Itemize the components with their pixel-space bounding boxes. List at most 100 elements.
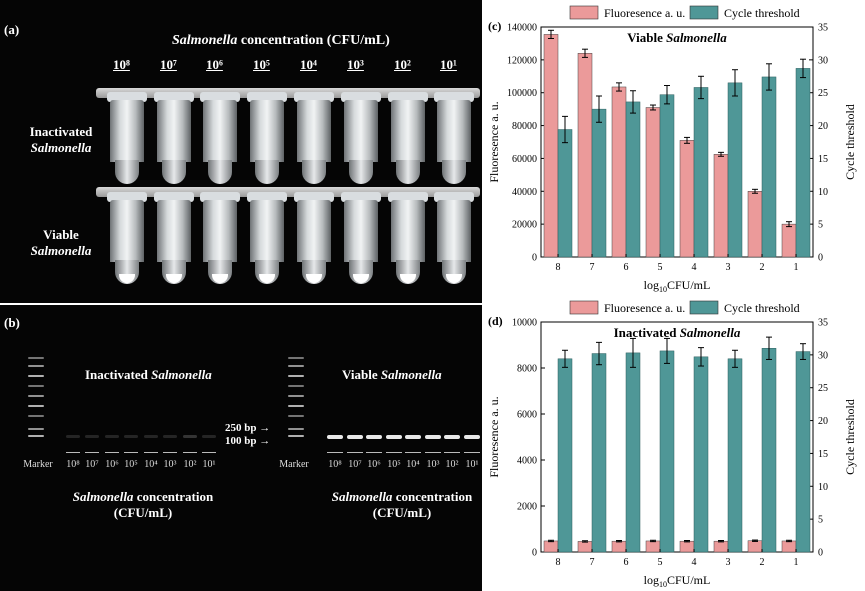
y-tick-label: 60000 — [512, 154, 537, 165]
y2-tick-label: 35 — [818, 23, 828, 34]
gel-left-title-2: Salmonella — [151, 367, 212, 382]
lane-label: 10⁵ — [124, 459, 138, 470]
bar-ct — [659, 94, 675, 258]
lane-label: 10¹ — [202, 459, 216, 470]
x-tick-label: 3 — [726, 557, 731, 568]
gel-left-caption: Salmonella concentration (CFU/mL) — [63, 489, 223, 521]
tube-rim — [341, 192, 381, 202]
bar-fluorescence — [713, 154, 729, 258]
tube — [341, 92, 381, 187]
ladder-band — [288, 435, 304, 437]
bar-ct — [591, 108, 607, 258]
legend-label-fluorescence: Fluoresence a. u. — [604, 6, 685, 20]
tube-body — [203, 100, 237, 162]
tube-rim — [107, 192, 147, 202]
lane-tick — [163, 452, 177, 453]
legend-label-ct: Cycle threshold — [724, 6, 800, 20]
tube-rim — [247, 92, 287, 102]
gel-band — [366, 435, 382, 439]
bp-250-label: 250 bp → — [225, 422, 270, 434]
tube-body — [157, 200, 191, 262]
y2-tick-label: 20 — [818, 416, 828, 427]
x-axis-label-subscript: 10 — [659, 285, 667, 294]
bar-fluorescence — [543, 540, 559, 553]
tube-body — [250, 100, 284, 162]
x-tick-label: 4 — [692, 262, 697, 273]
tube-body — [344, 100, 378, 162]
x-axis-label: log10CFU/mL — [644, 573, 711, 589]
x-tick-label: 2 — [760, 262, 765, 273]
lane-tick — [366, 452, 382, 453]
x-tick-label: 5 — [658, 262, 663, 273]
panel-label-b: (b) — [4, 315, 20, 330]
tube-pellet — [446, 274, 462, 283]
y-axis-label: Fluoresence a. u. — [487, 396, 501, 477]
gel-right-title-2: Salmonella — [380, 367, 442, 382]
lane-tick — [66, 452, 80, 453]
tube-rack-bottom — [96, 187, 480, 197]
y-tick-label: 20000 — [512, 220, 537, 231]
lane-tick — [124, 452, 138, 453]
bar-ct — [795, 68, 811, 258]
panel-a-tubes-photo: (a) Salmonella concentration (CFU/mL) 10… — [0, 0, 482, 303]
tube — [294, 92, 334, 187]
y-axis-label: Fluoresence a. u. — [487, 101, 501, 182]
gel-band-faint — [163, 435, 177, 438]
chart-title-italic: Salmonella — [680, 325, 741, 340]
tube — [107, 92, 147, 187]
tube — [247, 92, 287, 187]
y2-tick-label: 0 — [818, 253, 823, 264]
y2-tick-label: 10 — [818, 187, 828, 198]
bar-fluorescence — [747, 540, 763, 553]
x-tick-label: 8 — [556, 557, 561, 568]
legend-swatch-ct — [689, 300, 719, 315]
gel-right-caption: Salmonella concentration (CFU/mL) — [322, 489, 482, 521]
panel-label: (d) — [488, 314, 503, 328]
y2-tick-label: 30 — [818, 55, 828, 66]
chart-title-italic: Salmonella — [666, 30, 727, 45]
lane-label: 10² — [445, 459, 459, 470]
gel-left-caption-rest: concentration — [133, 489, 214, 504]
panel-a-title: Salmonella concentration (CFU/mL) — [172, 33, 390, 49]
bp-250-text: 250 bp — [225, 422, 257, 434]
lane-label: 10⁶ — [105, 459, 119, 470]
bar-fluorescence — [713, 540, 729, 553]
bar-fluorescence — [679, 540, 695, 553]
concentration-label: 10⁴ — [300, 57, 317, 72]
x-tick-label: 5 — [658, 557, 663, 568]
y2-tick-label: 0 — [818, 548, 823, 559]
chart-c-viable: (c) Fluoresence a. u. Cycle threshold Viabl… — [487, 5, 857, 294]
gel-band-faint — [144, 435, 158, 438]
panel-b-gel-image: (b) Inactivated Salmonella Viable Salmon… — [0, 305, 482, 591]
gel-band-faint — [183, 435, 197, 438]
x-axis-label-part: CFU/mL — [667, 278, 710, 292]
lane-tick — [144, 452, 158, 453]
tube — [434, 192, 474, 287]
tube-pellet — [212, 274, 228, 283]
gel-band-faint — [105, 435, 119, 438]
ladder-band — [288, 365, 304, 367]
gel-right-caption-unit: (CFU/mL) — [372, 505, 432, 520]
tube-rim — [107, 92, 147, 102]
x-tick-label: 1 — [794, 262, 799, 273]
y-tick-label: 4000 — [517, 456, 537, 467]
tube-body — [344, 200, 378, 262]
gel-band-faint — [124, 435, 138, 438]
tube — [200, 92, 240, 187]
lane-tick — [425, 452, 441, 453]
x-axis-label: log10CFU/mL — [644, 278, 711, 294]
y-tick-label: 0 — [532, 548, 537, 559]
bar-ct — [625, 101, 641, 258]
legend-swatch-fluorescence — [569, 5, 599, 20]
row-label-viable-line2: Salmonella — [30, 243, 92, 258]
tube-tip — [162, 160, 186, 184]
tube-pellet — [259, 274, 275, 283]
x-tick-label: 7 — [590, 262, 595, 273]
x-axis-label-part: log — [644, 278, 659, 292]
tube-tip — [349, 160, 373, 184]
panel-a-title-rest: concentration (CFU/mL) — [237, 33, 390, 48]
tube-body — [437, 200, 471, 262]
bar-fluorescence — [577, 541, 593, 553]
tube-pellet — [400, 274, 416, 283]
gel-band — [347, 435, 363, 439]
